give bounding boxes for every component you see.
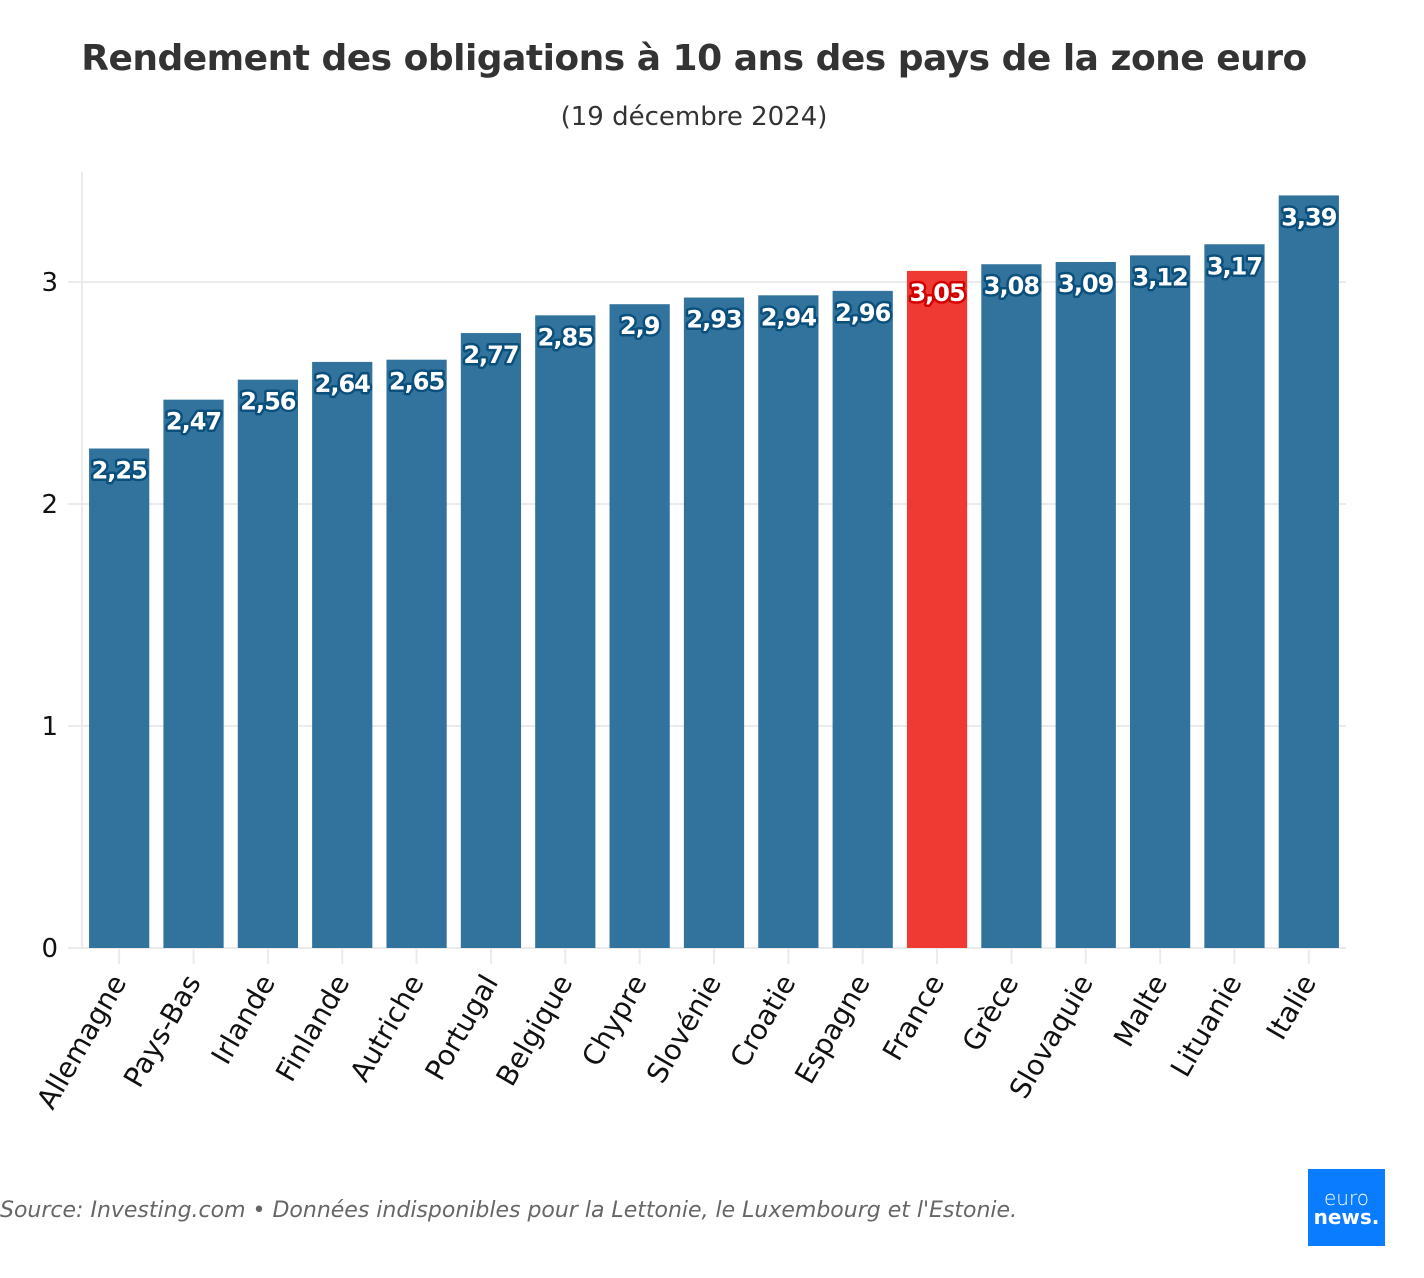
- bar-pays-bas: [163, 399, 224, 948]
- bar-slovénie: [683, 297, 745, 948]
- bar-finlande: [312, 361, 373, 948]
- x-tick-label: Malte: [1107, 969, 1174, 1052]
- y-axis-ticks: 0 1 2 3: [41, 268, 58, 964]
- x-tick-label: France: [876, 969, 951, 1066]
- bar-espagne: [832, 290, 893, 948]
- bar-slovaquie: [1055, 262, 1116, 948]
- euronews-logo: euro news.: [1308, 1169, 1385, 1246]
- data-label: 2,77: [463, 341, 518, 369]
- bar-lituanie: [1204, 244, 1265, 948]
- data-label: 2,65: [389, 368, 445, 396]
- x-tick-label: Croatie: [723, 969, 802, 1073]
- y-tick-label: 0: [41, 934, 58, 964]
- data-label: 3,12: [1133, 263, 1188, 291]
- y-tick-label: 1: [41, 712, 58, 742]
- data-label: 3,05: [909, 279, 965, 307]
- bars: [89, 195, 1339, 949]
- bar-chypre: [609, 304, 670, 948]
- bar-chart: 0 1 2 3 2,25 2,47 2,56 2,64 2,65 2,77 2,85 2,9 2,93…: [30, 172, 1346, 1115]
- x-axis-ticks: AllemagnePays-BasIrlandeFinlandeAutriche…: [30, 948, 1323, 1115]
- data-label: 2,25: [92, 457, 148, 485]
- x-tick-label: Allemagne: [30, 969, 133, 1115]
- x-tick-label: Lituanie: [1164, 969, 1249, 1083]
- data-label: 2,9: [620, 312, 660, 340]
- bar-malte: [1130, 255, 1191, 949]
- data-label: 2,47: [166, 408, 221, 436]
- y-tick-label: 2: [41, 490, 58, 520]
- bar-grèce: [981, 264, 1042, 948]
- x-tick-label: Chypre: [575, 969, 653, 1072]
- bar-autriche: [386, 359, 447, 948]
- data-label: 3,17: [1207, 252, 1262, 280]
- data-labels: 2,25 2,47 2,56 2,64 2,65 2,77 2,85 2,9 2,93 2,94 2…: [89, 201, 1340, 487]
- data-label: 2,85: [538, 323, 594, 351]
- data-label: 2,93: [686, 306, 741, 334]
- x-tick-label: Grèce: [956, 969, 1026, 1057]
- bar-italie: [1278, 195, 1339, 949]
- bar-belgique: [535, 315, 596, 948]
- x-tick-label: Italie: [1260, 969, 1323, 1045]
- x-tick-label: Irlande: [205, 969, 282, 1070]
- chart-subtitle: (19 décembre 2024): [560, 102, 828, 132]
- data-label: 3,09: [1058, 270, 1114, 298]
- data-label: 2,96: [835, 299, 891, 327]
- data-label: 2,94: [761, 303, 817, 331]
- bar-allemagne: [89, 448, 150, 948]
- x-tick-label: Portugal: [418, 969, 505, 1086]
- data-label: 2,56: [240, 388, 296, 416]
- source-note: Source: Investing.com • Données indispon…: [0, 1198, 1018, 1223]
- bar-portugal: [460, 333, 522, 948]
- logo-text-euro: euro: [1324, 1185, 1369, 1210]
- data-label: 3,08: [984, 272, 1040, 300]
- bar-irlande: [237, 379, 298, 948]
- logo-text-news: news.: [1313, 1204, 1380, 1229]
- x-tick-label: Slovénie: [640, 969, 728, 1089]
- y-tick-label: 3: [41, 268, 58, 298]
- bar-croatie: [758, 295, 819, 948]
- bar-france: [906, 270, 968, 948]
- data-label: 2,64: [315, 370, 371, 398]
- chart-title: Rendement des obligations à 10 ans des p…: [81, 38, 1307, 79]
- data-label: 3,39: [1281, 203, 1337, 231]
